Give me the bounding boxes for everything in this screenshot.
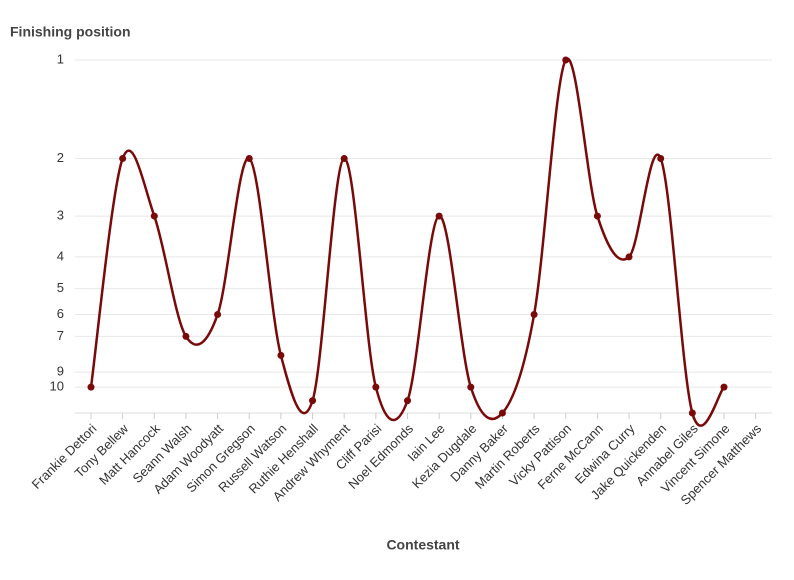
point <box>498 409 506 417</box>
point <box>87 383 95 391</box>
point <box>182 332 190 340</box>
y-tick-label: 10 <box>50 379 64 394</box>
point <box>245 154 253 162</box>
y-tick-label: 6 <box>57 306 64 321</box>
point <box>150 212 158 220</box>
y-axis-title: Finishing position <box>10 24 131 40</box>
y-tick-label: 1 <box>57 51 64 66</box>
y-tick-label: 3 <box>57 208 64 223</box>
x-axis-title: Contestant <box>386 537 459 553</box>
point <box>530 311 538 319</box>
y-tick-label: 9 <box>57 364 64 379</box>
point <box>562 56 570 64</box>
point <box>435 212 443 220</box>
point <box>214 311 222 319</box>
y-tick-label: 7 <box>57 328 64 343</box>
point <box>625 253 633 261</box>
point <box>467 383 475 391</box>
point <box>277 351 285 359</box>
line <box>89 57 726 427</box>
point <box>593 212 601 220</box>
point <box>404 397 411 405</box>
point <box>309 397 317 405</box>
point <box>340 154 348 162</box>
point <box>657 154 665 162</box>
y-tick-label: 5 <box>57 280 64 295</box>
point <box>688 409 696 417</box>
point <box>119 154 127 162</box>
point <box>372 383 380 391</box>
y-tick-label: 2 <box>57 150 64 165</box>
point <box>720 383 728 391</box>
y-tick-label: 4 <box>57 248 64 263</box>
